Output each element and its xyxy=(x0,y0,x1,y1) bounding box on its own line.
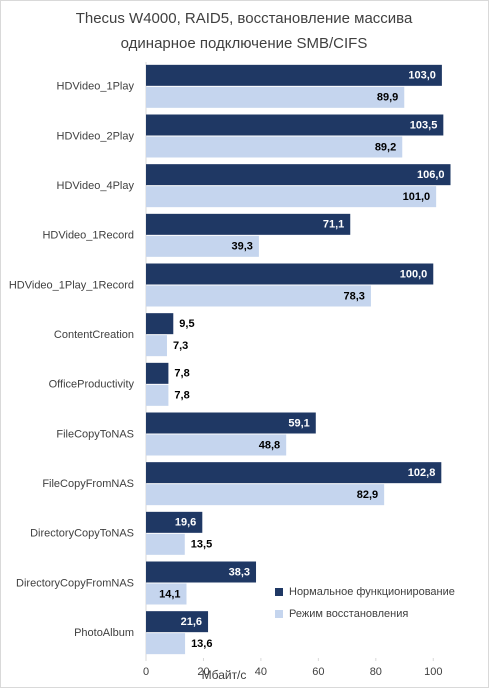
x-tick-label: 20 xyxy=(197,666,209,678)
bar xyxy=(146,285,371,307)
x-axis-label: Мбайт/с xyxy=(202,668,247,682)
y-tick-label: FileCopyFromNAS xyxy=(42,478,134,490)
data-label: 103,5 xyxy=(410,119,438,131)
bar xyxy=(146,633,186,655)
data-label: 7,8 xyxy=(174,390,189,402)
data-label: 82,9 xyxy=(357,489,378,501)
y-tick-label: OfficeProductivity xyxy=(49,379,135,391)
data-label: 78,3 xyxy=(344,290,365,302)
data-label: 103,0 xyxy=(408,70,436,82)
data-label: 21,6 xyxy=(181,616,202,628)
bar xyxy=(146,511,203,533)
bar xyxy=(146,213,351,235)
legend-swatch xyxy=(275,610,283,618)
y-tick-label: ContentCreation xyxy=(54,329,134,341)
bar xyxy=(146,611,209,633)
x-tick-label: 40 xyxy=(255,666,267,678)
data-label: 13,6 xyxy=(191,638,212,650)
data-label: 100,0 xyxy=(400,268,428,280)
bar xyxy=(146,114,444,136)
data-label: 59,1 xyxy=(288,417,309,429)
bar xyxy=(146,86,405,108)
bar xyxy=(146,384,169,406)
bar xyxy=(146,235,259,257)
legend-swatch xyxy=(275,588,283,596)
data-label: 14,1 xyxy=(159,588,180,600)
bar xyxy=(146,434,287,456)
data-label: 106,0 xyxy=(417,169,445,181)
data-label: 19,6 xyxy=(175,517,196,529)
data-label: 89,2 xyxy=(375,141,396,153)
legend-label: Нормальное функционирование xyxy=(289,586,455,598)
bar xyxy=(146,186,437,208)
data-label: 7,3 xyxy=(173,340,188,352)
bar xyxy=(146,412,316,434)
x-tick-label: 80 xyxy=(370,666,382,678)
chart-title: Thecus W4000, RAID5, восстановление масс… xyxy=(76,10,413,27)
chart-title: одинарное подключение SMB/CIFS xyxy=(121,35,368,52)
y-tick-label: HDVideo_2Play xyxy=(57,130,135,142)
bar xyxy=(146,136,403,158)
bar xyxy=(146,484,385,506)
legend-label: Режим восстановления xyxy=(289,608,408,620)
bar xyxy=(146,64,442,86)
data-label: 101,0 xyxy=(403,191,431,203)
x-tick-label: 0 xyxy=(143,666,149,678)
data-label: 48,8 xyxy=(259,439,280,451)
y-tick-label: HDVideo_1Play_1Record xyxy=(9,279,134,291)
bar xyxy=(146,263,434,285)
bar xyxy=(146,561,257,583)
y-tick-label: FileCopyToNAS xyxy=(56,428,134,440)
y-tick-label: DirectoryCopyToNAS xyxy=(30,528,134,540)
y-tick-label: PhotoAlbum xyxy=(74,627,134,639)
data-label: 13,5 xyxy=(191,539,212,551)
bar xyxy=(146,335,167,357)
data-label: 7,8 xyxy=(174,368,189,380)
y-tick-label: HDVideo_1Play xyxy=(57,81,135,93)
bar xyxy=(146,583,187,605)
bar xyxy=(146,462,442,484)
data-label: 38,3 xyxy=(229,566,250,578)
x-tick-label: 100 xyxy=(424,666,442,678)
data-label: 71,1 xyxy=(323,219,344,231)
bar xyxy=(146,313,174,335)
data-label: 102,8 xyxy=(408,467,436,479)
bar xyxy=(146,362,169,384)
data-label: 89,9 xyxy=(377,92,398,104)
x-tick-label: 60 xyxy=(312,666,324,678)
y-tick-label: HDVideo_4Play xyxy=(57,180,135,192)
data-label: 39,3 xyxy=(231,241,252,253)
bar xyxy=(146,533,185,555)
y-tick-label: DirectoryCopyFromNAS xyxy=(16,577,134,589)
data-label: 9,5 xyxy=(179,318,194,330)
bar xyxy=(146,164,451,186)
y-tick-label: HDVideo_1Record xyxy=(42,230,134,242)
